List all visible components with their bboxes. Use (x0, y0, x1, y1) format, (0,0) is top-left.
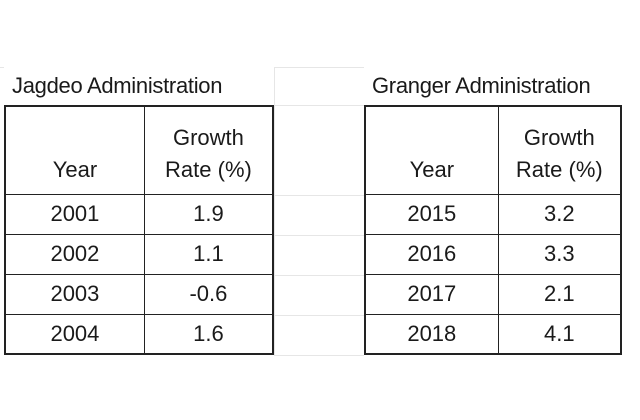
year-cell: 2016 (364, 233, 499, 275)
year-cell: 2002 (4, 233, 145, 275)
background-gridline (274, 195, 364, 196)
table-row: 2015 3.2 (364, 193, 622, 235)
rate-cell: 4.1 (497, 313, 622, 355)
growth-table: Year Growth Rate (%) 2015 3.2 2016 3.3 2… (364, 105, 622, 355)
background-gridline (274, 275, 364, 276)
table-row: 2003 -0.6 (4, 273, 274, 315)
table-row: 2001 1.9 (4, 193, 274, 235)
growth-rate-header-line1: Growth (172, 124, 244, 150)
year-cell: 2004 (4, 313, 145, 355)
rate-cell: 1.9 (143, 193, 274, 235)
year-cell: 2001 (4, 193, 145, 235)
background-gridline (0, 67, 4, 68)
year-cell: 2017 (364, 273, 499, 315)
year-cell: 2003 (4, 273, 145, 315)
table-row: 2016 3.3 (364, 233, 622, 275)
background-gridline (274, 67, 364, 68)
background-gridline (274, 235, 364, 236)
rate-cell: 1.6 (143, 313, 274, 355)
year-header: Year (4, 105, 145, 195)
rate-cell: -0.6 (143, 273, 274, 315)
growth-rate-header-line2: Rate (%) (515, 156, 603, 182)
table-row: 2004 1.6 (4, 313, 274, 355)
background-gridline (274, 105, 364, 106)
jagdeo-table-block: Jagdeo Administration Year Growth Rate (… (4, 67, 274, 355)
table-title: Granger Administration (372, 73, 591, 98)
year-cell: 2018 (364, 313, 499, 355)
rate-cell: 1.1 (143, 233, 274, 275)
year-header: Year (364, 105, 499, 195)
background-gridline (274, 315, 364, 316)
growth-rate-header: Growth Rate (%) (143, 105, 274, 195)
growth-rate-header-line1: Growth (523, 124, 595, 150)
background-gridline (274, 67, 275, 355)
year-cell: 2015 (364, 193, 499, 235)
growth-table: Year Growth Rate (%) 2001 1.9 2002 1.1 2… (4, 105, 274, 355)
table-row: 2018 4.1 (364, 313, 622, 355)
table-row: 2002 1.1 (4, 233, 274, 275)
granger-table-block: Granger Administration Year Growth Rate … (364, 67, 622, 355)
header-row: Year Growth Rate (%) (364, 105, 622, 195)
rate-cell: 3.2 (497, 193, 622, 235)
table-title: Jagdeo Administration (12, 73, 223, 98)
rate-cell: 3.3 (497, 233, 622, 275)
growth-rate-header-line2: Rate (%) (165, 156, 252, 182)
table-row: 2017 2.1 (364, 273, 622, 315)
growth-rate-header: Growth Rate (%) (497, 105, 622, 195)
header-row: Year Growth Rate (%) (4, 105, 274, 195)
background-gridline (274, 355, 364, 356)
rate-cell: 2.1 (497, 273, 622, 315)
